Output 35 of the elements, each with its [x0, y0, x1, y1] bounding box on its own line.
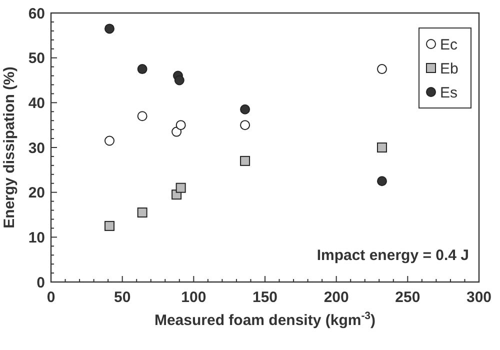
- point: [137, 208, 148, 218]
- point: [240, 120, 250, 130]
- y-tick-label: 10: [28, 229, 45, 246]
- x-tick-label: 150: [252, 289, 278, 306]
- y-axis-title: Energy dissipation (%): [1, 66, 18, 228]
- annotation: Impact energy = 0.4 J: [316, 247, 469, 264]
- x-tick-label: 200: [324, 289, 349, 306]
- y-tick-label: 50: [28, 50, 45, 68]
- point: [104, 136, 114, 146]
- y-tick-label: 20: [28, 184, 45, 202]
- y-tick-label: 0: [36, 274, 45, 292]
- point: [376, 176, 387, 186]
- x-tick-label: 250: [395, 289, 420, 306]
- point: [240, 104, 250, 114]
- point: [376, 64, 387, 74]
- y-tick-label: 40: [28, 94, 45, 112]
- point: [174, 75, 184, 86]
- x-tick-label: 100: [181, 289, 206, 306]
- y-tick-label: 30: [28, 140, 45, 157]
- point: [137, 64, 148, 74]
- point: [376, 142, 387, 152]
- point: [104, 24, 114, 34]
- point: [104, 220, 114, 231]
- point: [137, 111, 148, 122]
- point: [240, 156, 250, 166]
- legend-label: Eb: [440, 60, 458, 78]
- legend-label: Ec: [440, 36, 458, 54]
- legend-label: Es: [440, 84, 458, 102]
- x-tick-label: 0: [46, 289, 56, 306]
- y-tick-label: 60: [28, 5, 45, 22]
- point: [176, 182, 186, 193]
- point: [176, 120, 186, 130]
- x-tick-label: 300: [466, 289, 492, 306]
- x-axis-title: Measured foam density (kgm$^{-3}$): [154, 310, 376, 329]
- x-tick-label: 50: [114, 289, 131, 306]
